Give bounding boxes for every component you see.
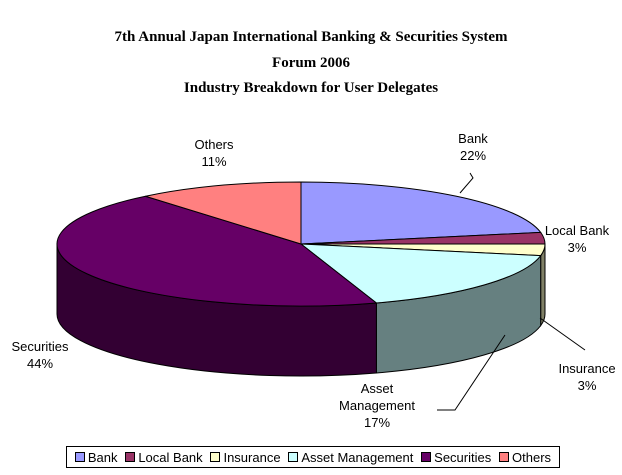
legend-swatch <box>421 452 432 462</box>
legend-swatch <box>74 452 85 462</box>
legend-swatch <box>288 452 299 462</box>
data-label-local-bank: Local Bank 3% <box>545 223 610 255</box>
chart-title-line-1: 7th Annual Japan International Banking &… <box>114 29 508 45</box>
chart-legend: Bank Local Bank Insurance Asset Management S… <box>66 446 560 468</box>
leader-line-bank <box>459 172 474 194</box>
leader-line-asset-management <box>437 334 506 411</box>
legend-label: Asset Management <box>301 449 414 465</box>
legend-swatch <box>210 452 221 462</box>
data-label-insurance: Insurance 3% <box>558 361 615 393</box>
chart-title-line-3: Industry Breakdown for User Delegates <box>183 80 439 96</box>
legend-item-securities: Securities <box>421 450 491 465</box>
legend-item-local-bank: Local Bank <box>125 449 203 465</box>
legend-item-others: Others <box>499 450 551 465</box>
legend-label: Local Bank <box>138 449 203 465</box>
legend-item-insurance: Insurance <box>210 449 281 465</box>
legend-label: Insurance <box>223 449 281 465</box>
legend-swatch <box>499 452 510 462</box>
leader-line-insurance <box>539 317 586 351</box>
pie-slice-others <box>145 181 302 245</box>
chart-title-line-2: Forum 2006 <box>272 55 350 71</box>
data-label-asset-management: Asset Management 17% <box>339 381 415 430</box>
legend-label: Securities <box>434 449 492 465</box>
pie-slice-bank <box>300 181 542 245</box>
pie-slice-asset-management <box>299 243 542 304</box>
legend-swatch <box>125 452 136 462</box>
pie-plot-area: Bank 22% Local Bank 3% Insurance 3% Asset Manag… <box>11 131 615 430</box>
data-label-others: Others 11% <box>194 137 234 169</box>
data-label-bank: Bank 22% <box>458 131 488 163</box>
pie-slice-securities <box>56 195 378 307</box>
legend-label: Others <box>512 449 552 465</box>
data-label-securities: Securities 44% <box>11 339 69 371</box>
legend-item-bank: Bank <box>74 449 118 465</box>
pie-side-insurance <box>540 243 546 328</box>
legend-label: Bank <box>87 449 118 465</box>
legend-item-asset-management: Asset Management <box>288 450 413 465</box>
